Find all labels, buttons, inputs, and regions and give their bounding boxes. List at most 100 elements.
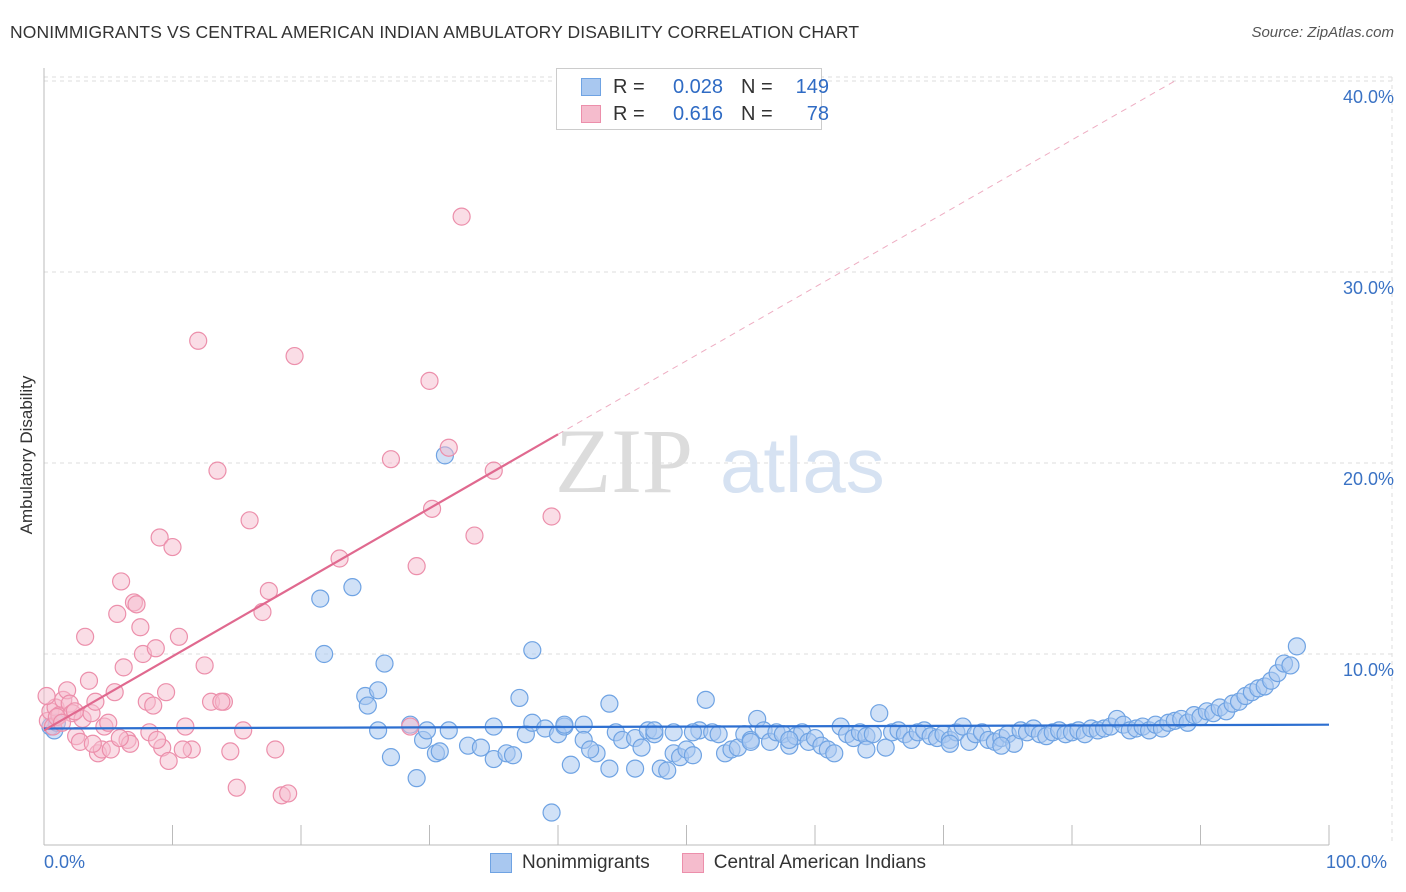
point-central-american-indians — [420, 371, 439, 390]
point-central-american-indians — [279, 784, 298, 803]
point-nonimmigrants — [555, 715, 574, 734]
n-value: 78 — [806, 102, 829, 125]
point-nonimmigrants — [375, 654, 394, 673]
r-value: 0.616 — [672, 102, 723, 125]
point-nonimmigrants — [696, 690, 715, 709]
point-nonimmigrants — [369, 681, 388, 700]
point-nonimmigrants — [664, 723, 683, 742]
point-central-american-indians — [542, 507, 561, 526]
point-central-american-indians — [127, 595, 146, 614]
point-central-american-indians — [131, 618, 150, 637]
point-nonimmigrants — [510, 688, 529, 708]
legend-swatch-blue — [581, 78, 601, 96]
point-nonimmigrants — [741, 732, 760, 751]
point-central-american-indians — [169, 627, 189, 646]
correlation-legend: R = 0.028 N = 149 R = 0.616 N = 78 — [556, 68, 829, 130]
r-label: R = — [613, 102, 645, 125]
point-nonimmigrants — [369, 721, 388, 740]
point-nonimmigrants — [471, 738, 490, 757]
point-central-american-indians — [173, 740, 192, 759]
legend-swatch-pink — [681, 853, 704, 873]
point-central-american-indians — [227, 778, 246, 797]
point-nonimmigrants — [542, 803, 561, 822]
grid — [44, 76, 1393, 845]
y-tick-10: 10.0% — [1342, 660, 1394, 680]
point-central-american-indians — [111, 572, 131, 591]
point-central-american-indians — [285, 346, 304, 366]
point-central-american-indians — [37, 686, 56, 706]
point-nonimmigrants — [825, 744, 844, 763]
point-central-american-indians — [176, 717, 195, 736]
point-nonimmigrants — [645, 721, 664, 740]
point-nonimmigrants — [311, 589, 330, 608]
legend-label-central-american-indians: Central American Indians — [713, 852, 927, 873]
point-nonimmigrants — [600, 694, 619, 713]
legend-item-central-american-indians: Central American Indians — [681, 852, 927, 874]
n-label: N = — [741, 102, 773, 125]
point-central-american-indians — [147, 730, 167, 750]
point-nonimmigrants — [581, 740, 600, 759]
point-central-american-indians — [110, 728, 129, 748]
trend-lines — [43, 80, 1330, 732]
point-nonimmigrants — [780, 730, 799, 750]
point-central-american-indians — [146, 639, 165, 658]
point-nonimmigrants — [863, 725, 882, 744]
y-tick-20: 20.0% — [1342, 469, 1394, 489]
point-nonimmigrants — [658, 761, 677, 780]
point-nonimmigrants — [600, 759, 619, 778]
legend-row-nonimmigrants: R = 0.028 N = 149 — [581, 74, 829, 100]
point-nonimmigrants — [574, 715, 593, 734]
point-central-american-indians — [381, 450, 401, 469]
point-central-american-indians — [452, 207, 471, 226]
point-central-american-indians — [108, 604, 127, 623]
series-central-american-indians — [37, 207, 561, 805]
point-central-american-indians — [114, 658, 133, 677]
trend-extension-central-american-indians — [557, 80, 1176, 435]
series-legend: Nonimmigrants Central American Indians — [490, 852, 958, 874]
point-nonimmigrants — [343, 578, 362, 597]
point-nonimmigrants — [870, 704, 889, 723]
point-central-american-indians — [159, 751, 178, 771]
point-central-american-indians — [76, 627, 95, 646]
point-central-american-indians — [156, 683, 176, 702]
point-nonimmigrants — [709, 725, 728, 744]
point-nonimmigrants — [1287, 637, 1306, 656]
point-central-american-indians — [240, 511, 259, 530]
point-nonimmigrants — [407, 769, 426, 788]
chart-title: NONIMMIGRANTS VS CENTRAL AMERICAN INDIAN… — [10, 22, 860, 42]
x-tick-0: 0.0% — [44, 852, 86, 872]
r-value: 0.028 — [672, 75, 723, 98]
n-value: 149 — [795, 75, 829, 98]
n-label: N = — [741, 75, 773, 98]
point-central-american-indians — [259, 581, 278, 601]
point-central-american-indians — [189, 331, 208, 350]
point-central-american-indians — [465, 526, 484, 545]
source-label: Source: ZipAtlas.com — [1251, 24, 1394, 41]
point-nonimmigrants — [315, 644, 334, 664]
watermark-zip: ZIP — [555, 410, 693, 512]
point-nonimmigrants — [430, 742, 449, 761]
point-nonimmigrants — [683, 723, 703, 742]
point-central-american-indians — [221, 742, 240, 761]
point-central-american-indians — [208, 461, 227, 480]
legend-row-central-american-indians: R = 0.616 N = 78 — [581, 101, 829, 127]
point-nonimmigrants — [417, 721, 437, 740]
point-central-american-indians — [144, 696, 163, 715]
point-central-american-indians — [79, 671, 99, 690]
x-tick-100: 100.0% — [1326, 852, 1388, 872]
point-nonimmigrants — [683, 746, 703, 765]
trend-nonimmigrants — [43, 723, 1330, 730]
legend-item-nonimmigrants: Nonimmigrants — [490, 852, 650, 874]
point-nonimmigrants — [857, 740, 876, 759]
point-nonimmigrants — [992, 736, 1011, 755]
point-central-american-indians — [407, 557, 426, 576]
y-tick-40: 40.0% — [1342, 87, 1394, 107]
point-nonimmigrants — [632, 738, 651, 757]
point-central-american-indians — [195, 656, 214, 675]
point-central-american-indians — [163, 537, 182, 557]
point-central-american-indians — [83, 734, 102, 753]
y-axis-label: Ambulatory Disability — [17, 375, 36, 535]
trend-central-american-indians — [43, 433, 559, 732]
legend-swatch-blue — [490, 853, 512, 873]
